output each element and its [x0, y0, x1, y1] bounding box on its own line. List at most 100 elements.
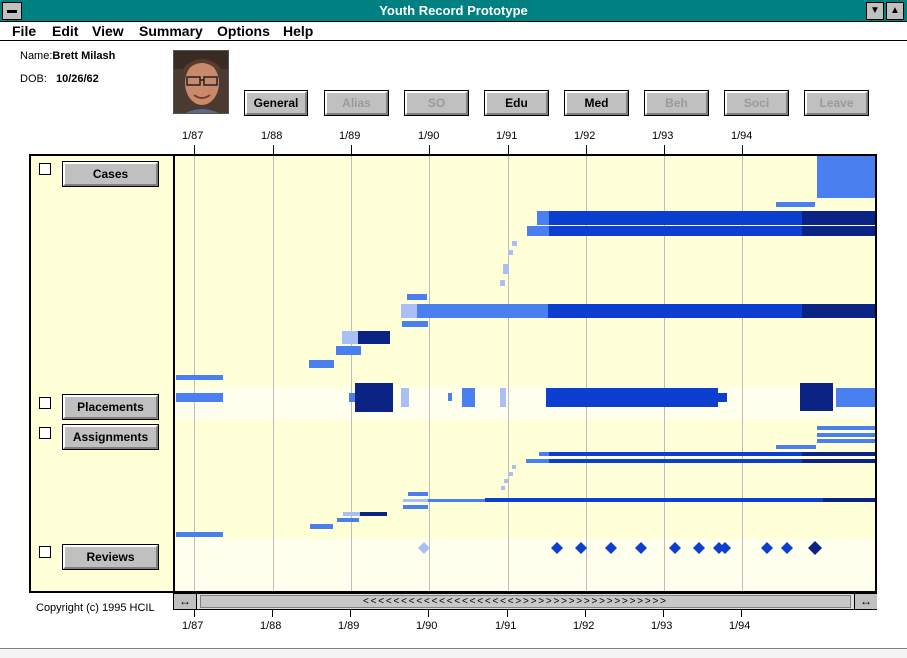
case-bar[interactable] [402, 321, 428, 327]
assignment-bar[interactable] [509, 472, 513, 476]
assignment-bar[interactable] [501, 486, 505, 490]
case-bar[interactable] [802, 211, 877, 225]
review-marker[interactable] [808, 541, 822, 555]
placement-bar[interactable] [176, 393, 223, 402]
tab-leave-button[interactable]: Leave [804, 90, 869, 116]
menu-edit[interactable]: Edit [52, 23, 79, 39]
case-bar[interactable] [802, 304, 877, 318]
case-bar[interactable] [417, 304, 548, 318]
scroll-left-icon[interactable]: ↔ [174, 594, 197, 609]
case-bar[interactable] [503, 264, 509, 274]
case-bar[interactable] [500, 280, 505, 286]
menu-help[interactable]: Help [283, 23, 314, 39]
review-marker[interactable] [635, 542, 647, 554]
assignment-bar[interactable] [403, 505, 428, 509]
case-bar[interactable] [336, 346, 361, 355]
case-bar[interactable] [342, 331, 358, 344]
review-marker[interactable] [761, 542, 773, 554]
assignment-bar[interactable] [549, 459, 802, 463]
tab-beh-button[interactable]: Beh [644, 90, 709, 116]
assignment-bar[interactable] [802, 459, 877, 463]
menu-view[interactable]: View [92, 23, 124, 39]
case-bar[interactable] [401, 304, 417, 318]
placement-bar[interactable] [462, 388, 475, 407]
assignment-bar[interactable] [176, 532, 223, 537]
case-bar[interactable] [512, 241, 517, 246]
assignments-checkbox[interactable] [39, 427, 51, 439]
tab-soci-button[interactable]: Soci [724, 90, 789, 116]
case-bar[interactable] [776, 202, 815, 207]
tab-alias-button[interactable]: Alias [324, 90, 389, 116]
review-marker[interactable] [669, 542, 681, 554]
case-bar[interactable] [817, 156, 877, 198]
assignment-bar[interactable] [485, 498, 823, 502]
maximize-icon[interactable]: ▲ [886, 2, 904, 20]
case-bar[interactable] [549, 226, 802, 236]
review-marker[interactable] [781, 542, 793, 554]
review-marker[interactable] [418, 542, 430, 554]
tick-label: 1/91 [496, 130, 518, 142]
assignment-bar[interactable] [403, 499, 428, 502]
reviews-button[interactable]: Reviews [62, 544, 159, 570]
case-bar[interactable] [537, 211, 549, 225]
assignment-bar[interactable] [817, 426, 877, 430]
assignment-bar[interactable] [823, 498, 877, 502]
placement-bar[interactable] [349, 393, 355, 402]
assignment-bar[interactable] [817, 433, 877, 437]
horizontal-scrollbar[interactable]: ↔ < < < < < < < < < < < < < < < < < < < … [173, 593, 877, 610]
review-marker[interactable] [551, 542, 563, 554]
system-menu-icon[interactable]: ▬ [2, 2, 22, 20]
cases-checkbox[interactable] [39, 163, 51, 175]
placement-bar[interactable] [836, 388, 877, 407]
assignment-bar[interactable] [504, 479, 508, 483]
placement-bar[interactable] [546, 388, 718, 407]
tab-edu-button[interactable]: Edu [484, 90, 549, 116]
assignment-bar[interactable] [360, 512, 387, 516]
case-bar[interactable] [176, 375, 223, 380]
assignment-bar[interactable] [539, 452, 549, 456]
placements-button[interactable]: Placements [62, 394, 159, 420]
review-marker[interactable] [575, 542, 587, 554]
assignment-bar[interactable] [817, 439, 877, 443]
tab-general-button[interactable]: General [244, 90, 308, 116]
scroll-thumb[interactable]: < < < < < < < < < < < < < < < < < < < < … [200, 595, 851, 608]
assignment-bar[interactable] [428, 499, 485, 502]
placement-bar[interactable] [718, 393, 727, 402]
case-bar[interactable] [508, 250, 513, 255]
assignment-bar[interactable] [310, 524, 333, 529]
menu-file[interactable]: File [12, 23, 37, 39]
assignment-bar[interactable] [343, 512, 360, 516]
scroll-right-icon[interactable]: ↔ [854, 594, 877, 609]
placement-bar[interactable] [355, 383, 393, 412]
minimize-icon[interactable]: ▼ [866, 2, 884, 20]
placements-checkbox[interactable] [39, 397, 51, 409]
assignment-bar[interactable] [408, 492, 428, 496]
tab-so-button[interactable]: SO [404, 90, 469, 116]
case-bar[interactable] [309, 360, 334, 368]
assignment-bar[interactable] [337, 518, 359, 522]
case-bar[interactable] [358, 331, 390, 344]
case-bar[interactable] [407, 294, 427, 300]
review-marker[interactable] [605, 542, 617, 554]
placement-bar[interactable] [401, 388, 409, 407]
case-bar[interactable] [527, 226, 549, 236]
placement-bar[interactable] [448, 393, 452, 401]
cases-button[interactable]: Cases [62, 161, 159, 187]
placement-bar[interactable] [500, 388, 506, 407]
review-marker[interactable] [693, 542, 705, 554]
assignment-bar[interactable] [526, 459, 549, 463]
case-bar[interactable] [548, 304, 802, 318]
tab-med-button[interactable]: Med [564, 90, 629, 116]
assignment-bar[interactable] [549, 452, 802, 456]
assignment-bar[interactable] [802, 452, 877, 456]
menu-options[interactable]: Options [217, 23, 270, 39]
assignment-bar[interactable] [776, 445, 816, 449]
placement-bar[interactable] [800, 383, 833, 411]
case-bar[interactable] [549, 211, 802, 225]
menu-summary[interactable]: Summary [139, 23, 203, 39]
case-bar[interactable] [802, 226, 877, 236]
reviews-checkbox[interactable] [39, 546, 51, 558]
review-marker[interactable] [719, 542, 731, 554]
assignments-button[interactable]: Assignments [62, 424, 159, 450]
assignment-bar[interactable] [512, 465, 516, 469]
